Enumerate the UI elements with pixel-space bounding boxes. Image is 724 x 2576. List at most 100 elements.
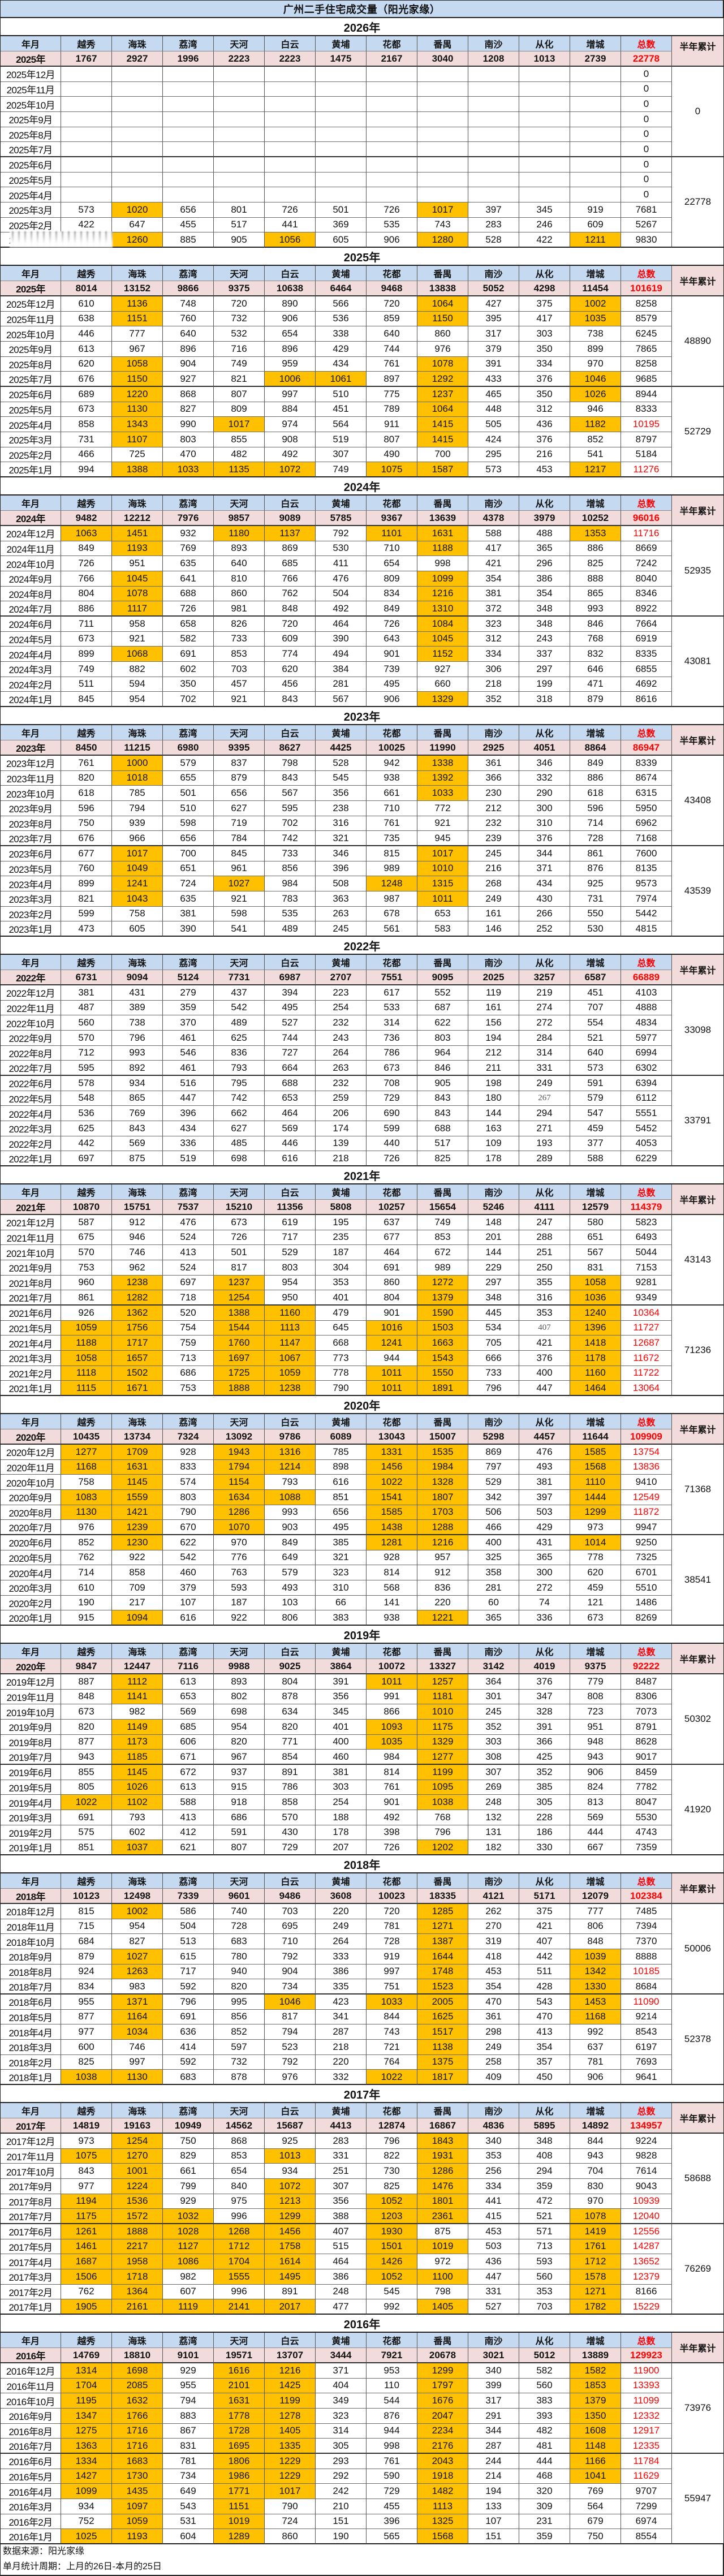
district-value: 771 [265,1734,316,1750]
month-label: 2019年11月 [1,1689,61,1705]
half-year-total-first-half: 71236 [672,1305,724,1396]
month-total: 6974 [621,2514,672,2530]
district-value: 904 [265,1964,316,1980]
district-value: 281 [468,1580,519,1596]
district-value: 1001 [112,2164,163,2179]
district-value: 679 [570,2514,621,2530]
year-district-total: 4051 [519,740,570,756]
month-label: 2019年2月 [1,1825,61,1841]
district-value: 925 [265,2134,316,2149]
district-value: 385 [316,1535,367,1550]
district-value: 1117 [112,601,163,617]
district-value: 1984 [417,1459,468,1475]
column-header: 天河 [214,2333,265,2348]
district-value [468,111,519,127]
district-value: 898 [316,1459,367,1475]
district-value: 708 [367,1075,417,1091]
month-total: 8791 [621,1719,672,1735]
district-value: 703 [214,661,265,677]
district-value: 508 [316,876,367,891]
district-value: 948 [570,1734,621,1750]
district-value: 945 [417,831,468,846]
district-value: 503 [519,1505,570,1520]
district-value: 672 [163,1764,214,1780]
year-district-total: 2927 [112,51,163,67]
month-label: 2019年12月 [1,1674,61,1690]
district-value: 495 [316,1520,367,1535]
district-value: 1216 [417,1535,468,1550]
district-value: 569 [163,1704,214,1720]
district-value: 530 [316,541,367,557]
district-value: 1405 [265,2423,316,2439]
month-total: 6962 [621,816,672,832]
district-value: 1173 [112,1734,163,1750]
district-value: 1150 [112,372,163,387]
district-value: 887 [61,1674,112,1690]
district-value: 726 [61,556,112,571]
district-value: 728 [214,1919,265,1935]
district-value: 730 [367,2164,417,2179]
district-value [112,127,163,143]
district-value [214,172,265,188]
district-value: 1888 [112,2224,163,2239]
district-value [316,111,367,127]
district-value: 579 [570,1091,621,1106]
district-value: 397 [468,202,519,218]
district-value: 440 [367,1136,417,1152]
month-label: 2025年4月 [1,187,61,203]
district-value: 806 [265,1610,316,1626]
district-value: 609 [570,217,621,233]
district-value: 742 [265,831,316,846]
month-label: 2019年10月 [1,1704,61,1720]
district-value: 792 [265,2054,316,2070]
district-value: 792 [316,526,367,541]
column-header: 天河 [214,1644,265,1659]
district-value: 1817 [417,2070,468,2085]
month-label: 2020年8月 [1,1505,61,1520]
district-value: 569 [570,1810,621,1825]
district-value: 1396 [570,1320,621,1336]
district-value: 1299 [265,2209,316,2224]
district-value: 247 [519,1215,570,1230]
district-value: 1220 [112,386,163,402]
district-value: 297 [468,1275,519,1291]
district-value: 466 [61,447,112,463]
month-label: 2025年3月 [1,202,61,218]
year-district-total: 13152 [112,281,163,296]
district-value: 906 [265,311,316,327]
month-total: 9830 [621,232,672,248]
month-label: 2016年4月 [1,2484,61,2499]
district-value: 1632 [112,2393,163,2409]
district-value: 543 [163,2499,214,2514]
month-label: 2025年5月 [1,402,61,417]
year-district-total: 11454 [570,281,621,296]
month-label: 2024年1月 [1,692,61,707]
month-total: 8797 [621,432,672,447]
district-value: 749 [214,356,265,372]
district-value: 466 [468,1520,519,1535]
district-value: 710 [367,541,417,557]
district-value: 604 [163,2529,214,2544]
column-header-half-year: 半年累计 [672,2103,724,2134]
month-label: 2021年12月 [1,1215,61,1230]
district-value: 1277 [61,1445,112,1460]
district-value: 423 [316,1994,367,2010]
district-value: 977 [61,2024,112,2040]
column-header: 荔湾 [163,496,214,511]
district-value: 262 [468,1904,519,1919]
district-value [570,127,621,143]
district-value: 386 [316,2269,367,2285]
district-value: 598 [163,816,214,832]
district-value: 1147 [265,1336,316,1351]
district-value: 178 [316,1825,367,1841]
district-value: 493 [519,1459,570,1475]
district-value: 778 [316,1365,367,1381]
district-value: 314 [519,1045,570,1061]
district-value: 187 [214,1595,265,1611]
district-value: 852 [570,432,621,447]
district-value: 355 [519,1275,570,1291]
month-label: 2021年4月 [1,1336,61,1351]
district-value: 1716 [112,2423,163,2439]
month-total: 8888 [621,1949,672,1965]
column-header: 黄埔 [316,266,367,281]
